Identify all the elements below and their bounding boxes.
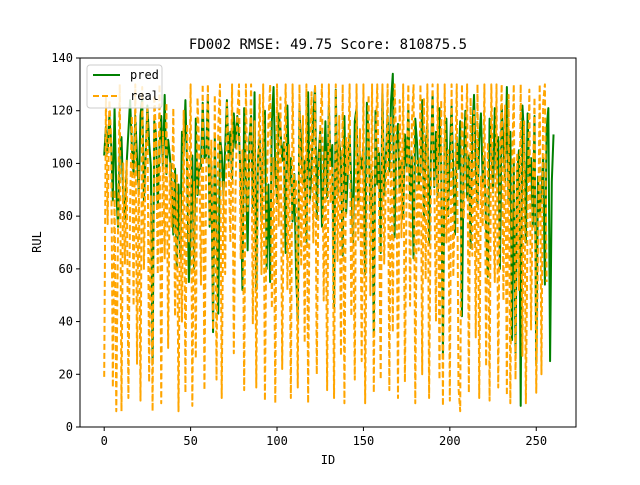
x-tick-label: 150	[353, 434, 375, 448]
x-axis-label: ID	[321, 453, 335, 467]
chart-title: FD002 RMSE: 49.75 Score: 810875.5	[189, 37, 467, 53]
y-axis-label: RUL	[30, 231, 44, 253]
y-tick-label: 120	[51, 104, 73, 118]
x-tick-label: 250	[525, 434, 547, 448]
legend-label-real: real	[130, 89, 159, 103]
series-line-real	[103, 83, 548, 413]
x-tick-label: 0	[101, 434, 108, 448]
x-axis: 0 50 100 150 200 250	[101, 427, 547, 448]
plot-frame	[79, 57, 577, 428]
x-tick-label: 200	[439, 434, 461, 448]
plot-area	[103, 72, 555, 413]
x-tick-label: 100	[266, 434, 288, 448]
y-tick-label: 40	[59, 315, 73, 329]
y-tick-label: 60	[59, 262, 73, 276]
y-tick-label: 80	[59, 209, 73, 223]
y-axis: 0 20 40 60 80 100 120 140	[51, 51, 80, 434]
x-tick-label: 50	[183, 434, 197, 448]
y-tick-label: 20	[59, 367, 73, 381]
legend: pred real	[86, 64, 163, 109]
y-tick-label: 0	[66, 420, 73, 434]
y-tick-label: 100	[51, 156, 73, 170]
legend-label-pred: pred	[130, 68, 159, 82]
y-tick-label: 140	[51, 51, 73, 65]
